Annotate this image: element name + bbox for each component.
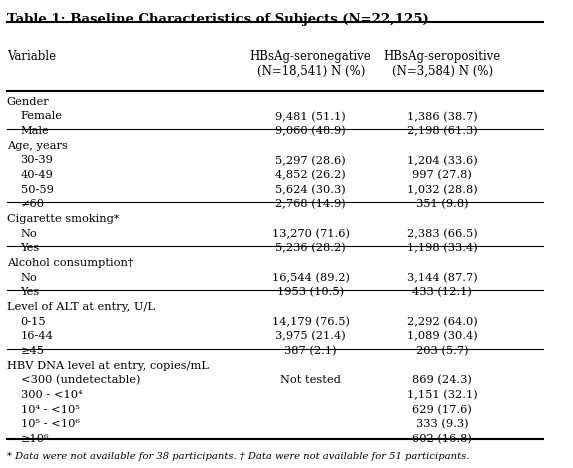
Text: ≥45: ≥45 — [21, 346, 45, 356]
Text: Male: Male — [21, 126, 49, 136]
Text: 1,151 (32.1): 1,151 (32.1) — [407, 390, 477, 400]
Text: Table 1: Baseline Characteristics of Subjects (N=22,125): Table 1: Baseline Characteristics of Sub… — [7, 13, 429, 26]
Text: 16-44: 16-44 — [21, 331, 53, 341]
Text: * Data were not available for 38 participants. † Data were not available for 51 : * Data were not available for 38 partici… — [7, 452, 469, 461]
Text: Level of ALT at entry, U/L: Level of ALT at entry, U/L — [7, 302, 155, 312]
Text: 50-59: 50-59 — [21, 185, 53, 195]
Text: 2,198 (61.3): 2,198 (61.3) — [407, 126, 477, 136]
Text: Yes: Yes — [21, 287, 40, 297]
Text: Cigarette smoking*: Cigarette smoking* — [7, 214, 119, 224]
Text: ≥10⁶: ≥10⁶ — [21, 434, 49, 444]
Text: 433 (12.1): 433 (12.1) — [412, 287, 472, 298]
Text: Not tested: Not tested — [280, 375, 341, 385]
Text: Female: Female — [21, 111, 62, 121]
Text: 14,179 (76.5): 14,179 (76.5) — [272, 316, 350, 327]
Text: HBsAg-seronegative
(N=18,541) N (%): HBsAg-seronegative (N=18,541) N (%) — [250, 50, 372, 78]
Text: 351 (9.8): 351 (9.8) — [416, 199, 468, 210]
Text: 9,481 (51.1): 9,481 (51.1) — [276, 111, 346, 122]
Text: 5,297 (28.6): 5,297 (28.6) — [276, 155, 346, 166]
Text: 333 (9.3): 333 (9.3) — [416, 419, 468, 430]
Text: 5,236 (28.2): 5,236 (28.2) — [276, 243, 346, 254]
Text: 1,032 (28.8): 1,032 (28.8) — [407, 185, 477, 195]
Text: 629 (17.6): 629 (17.6) — [412, 404, 472, 415]
Text: Age, years: Age, years — [7, 141, 68, 151]
Text: 40-49: 40-49 — [21, 170, 53, 180]
Text: 997 (27.8): 997 (27.8) — [412, 170, 472, 180]
Text: 1,386 (38.7): 1,386 (38.7) — [407, 111, 477, 122]
Text: 3,144 (87.7): 3,144 (87.7) — [407, 273, 477, 283]
Text: 387 (2.1): 387 (2.1) — [284, 346, 337, 356]
Text: No: No — [21, 273, 37, 283]
Text: No: No — [21, 229, 37, 239]
Text: 30-39: 30-39 — [21, 155, 53, 165]
Text: 16,544 (89.2): 16,544 (89.2) — [272, 273, 350, 283]
Text: 1,204 (33.6): 1,204 (33.6) — [407, 155, 477, 166]
Text: 10⁴ - <10⁵: 10⁴ - <10⁵ — [21, 404, 80, 415]
Text: Yes: Yes — [21, 243, 40, 253]
Text: 13,270 (71.6): 13,270 (71.6) — [272, 229, 350, 239]
Text: 602 (16.8): 602 (16.8) — [412, 434, 472, 444]
Text: Alcohol consumption†: Alcohol consumption† — [7, 258, 134, 268]
Text: 0-15: 0-15 — [21, 316, 46, 327]
Text: 9,060 (48.9): 9,060 (48.9) — [276, 126, 346, 136]
Text: HBsAg-seropositive
(N=3,584) N (%): HBsAg-seropositive (N=3,584) N (%) — [383, 50, 501, 78]
Text: 1,198 (33.4): 1,198 (33.4) — [407, 243, 477, 254]
Text: 5,624 (30.3): 5,624 (30.3) — [276, 185, 346, 195]
Text: 869 (24.3): 869 (24.3) — [412, 375, 472, 386]
Text: 2,768 (14.9): 2,768 (14.9) — [276, 199, 346, 210]
Text: 2,292 (64.0): 2,292 (64.0) — [407, 316, 477, 327]
Text: Gender: Gender — [7, 97, 50, 107]
Text: 4,852 (26.2): 4,852 (26.2) — [276, 170, 346, 180]
Text: 2,383 (66.5): 2,383 (66.5) — [407, 229, 477, 239]
Text: 203 (5.7): 203 (5.7) — [416, 346, 468, 356]
Text: 10⁵ - <10⁶: 10⁵ - <10⁶ — [21, 419, 80, 429]
Text: 1,089 (30.4): 1,089 (30.4) — [407, 331, 477, 342]
Text: 300 - <10⁴: 300 - <10⁴ — [21, 390, 82, 400]
Text: HBV DNA level at entry, copies/mL: HBV DNA level at entry, copies/mL — [7, 360, 209, 371]
Text: 3,975 (21.4): 3,975 (21.4) — [276, 331, 346, 342]
Text: 1953 (10.5): 1953 (10.5) — [277, 287, 344, 298]
Text: <300 (undetectable): <300 (undetectable) — [21, 375, 140, 386]
Text: ≠60: ≠60 — [21, 199, 45, 209]
Text: Variable: Variable — [7, 50, 56, 63]
